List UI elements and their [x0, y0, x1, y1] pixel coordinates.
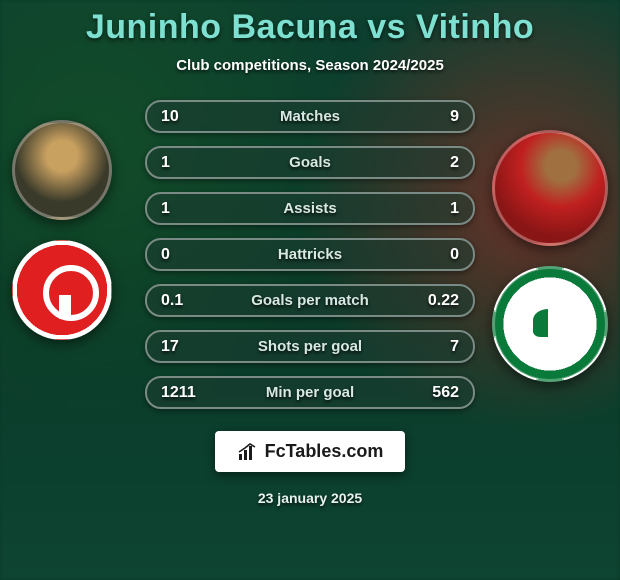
stat-row: 1 Goals 2 — [145, 146, 475, 179]
stats-table: 10 Matches 9 1 Goals 2 1 Assists 1 0 Hat… — [145, 100, 475, 409]
stat-row: 0.1 Goals per match 0.22 — [145, 284, 475, 317]
player-left-avatar — [12, 120, 112, 220]
chart-icon — [237, 442, 257, 462]
stat-label: Goals per match — [251, 292, 369, 309]
brand-badge: FcTables.com — [215, 431, 406, 472]
stat-row: 17 Shots per goal 7 — [145, 330, 475, 363]
stat-right-value: 562 — [419, 384, 459, 402]
stat-right-value: 9 — [419, 108, 459, 126]
page-title: Juninho Bacuna vs Vitinho — [86, 8, 534, 47]
right-avatar-column — [492, 130, 608, 382]
player-right-avatar — [492, 130, 608, 246]
stat-left-value: 0 — [161, 246, 201, 264]
stat-row: 1211 Min per goal 562 — [145, 376, 475, 409]
stat-right-value: 1 — [419, 200, 459, 218]
club-left-badge — [12, 240, 112, 340]
stat-left-value: 17 — [161, 338, 201, 356]
stat-right-value: 7 — [419, 338, 459, 356]
stat-label: Assists — [283, 200, 336, 217]
stat-label: Min per goal — [266, 384, 354, 401]
stat-label: Matches — [280, 108, 340, 125]
stat-label: Hattricks — [278, 246, 342, 263]
stat-row: 0 Hattricks 0 — [145, 238, 475, 271]
left-avatar-column — [12, 120, 112, 340]
stat-left-value: 1 — [161, 200, 201, 218]
stat-left-value: 10 — [161, 108, 201, 126]
brand-text: FcTables.com — [265, 441, 384, 462]
stat-right-value: 2 — [419, 154, 459, 172]
stat-label: Goals — [289, 154, 331, 171]
stat-left-value: 1211 — [161, 384, 201, 402]
stat-row: 10 Matches 9 — [145, 100, 475, 133]
page-subtitle: Club competitions, Season 2024/2025 — [176, 57, 444, 74]
stat-label: Shots per goal — [258, 338, 362, 355]
stat-left-value: 1 — [161, 154, 201, 172]
stat-left-value: 0.1 — [161, 292, 201, 310]
stat-right-value: 0.22 — [419, 292, 459, 310]
stat-row: 1 Assists 1 — [145, 192, 475, 225]
content-container: Juninho Bacuna vs Vitinho Club competiti… — [0, 0, 620, 580]
stat-right-value: 0 — [419, 246, 459, 264]
footer-date: 23 january 2025 — [258, 490, 362, 506]
club-right-badge — [492, 266, 608, 382]
